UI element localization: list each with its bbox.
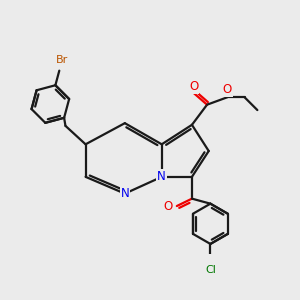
Text: O: O xyxy=(189,80,198,93)
Text: Br: Br xyxy=(56,55,68,65)
Text: O: O xyxy=(164,200,173,212)
Text: N: N xyxy=(158,170,166,183)
Text: N: N xyxy=(121,187,129,200)
Text: Cl: Cl xyxy=(205,265,216,275)
Text: O: O xyxy=(223,83,232,96)
